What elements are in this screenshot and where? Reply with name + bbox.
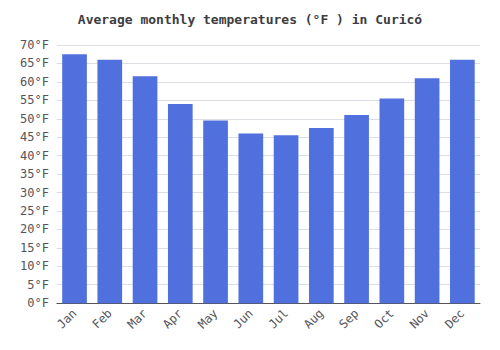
svg-text:Dec: Dec [442,306,467,331]
svg-text:0°F: 0°F [27,296,49,310]
svg-text:Average monthly temperatures (: Average monthly temperatures (°F ) in Cu… [78,12,423,27]
svg-text:25°F: 25°F [20,204,49,218]
svg-text:Sep: Sep [336,306,361,331]
svg-text:Apr: Apr [160,306,185,331]
svg-text:Mar: Mar [125,306,150,331]
svg-text:Jan: Jan [54,306,79,331]
svg-text:Nov: Nov [407,306,432,331]
svg-text:65°F: 65°F [20,56,49,70]
svg-text:15°F: 15°F [20,241,49,255]
svg-text:May: May [195,306,220,331]
svg-text:40°F: 40°F [20,149,49,163]
svg-text:35°F: 35°F [20,167,49,181]
svg-text:70°F: 70°F [20,38,49,52]
svg-text:60°F: 60°F [20,75,49,89]
svg-text:45°F: 45°F [20,130,49,144]
svg-text:55°F: 55°F [20,93,49,107]
svg-text:50°F: 50°F [20,112,49,126]
svg-text:30°F: 30°F [20,186,49,200]
svg-text:Oct: Oct [372,306,397,331]
svg-text:Jul: Jul [266,306,291,331]
svg-text:5°F: 5°F [27,278,49,292]
svg-text:Aug: Aug [301,306,326,331]
svg-text:Jun: Jun [231,306,256,331]
svg-text:Feb: Feb [90,306,115,331]
svg-text:10°F: 10°F [20,259,49,273]
svg-text:20°F: 20°F [20,222,49,236]
